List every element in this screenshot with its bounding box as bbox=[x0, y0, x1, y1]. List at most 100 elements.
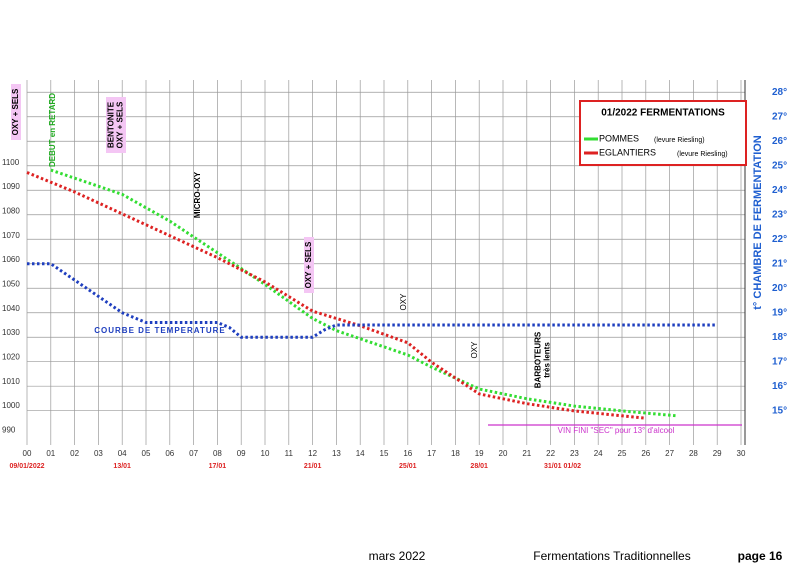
date-label: 31/01 01/02 bbox=[544, 463, 581, 470]
date-label: 28/01 bbox=[470, 463, 488, 470]
y2-tick-label: 15° bbox=[772, 405, 787, 416]
x-tick-label: 04 bbox=[118, 449, 127, 458]
y2-tick-label: 25° bbox=[772, 160, 787, 171]
annotation-text: OXY bbox=[399, 293, 408, 311]
x-tick-label: 29 bbox=[713, 449, 722, 458]
x-tick-label: 20 bbox=[499, 449, 508, 458]
x-tick-label: 03 bbox=[94, 449, 103, 458]
y-tick-label: 1020 bbox=[2, 353, 20, 362]
x-tick-label: 28 bbox=[689, 449, 698, 458]
x-tick-label: 08 bbox=[213, 449, 222, 458]
footer-date: mars 2022 bbox=[369, 549, 426, 563]
x-tick-label: 21 bbox=[522, 449, 531, 458]
x-tick-label: 05 bbox=[142, 449, 151, 458]
annotation-bg bbox=[11, 84, 21, 140]
date-label: 17/01 bbox=[209, 463, 227, 470]
date-label: 09/01/2022 bbox=[9, 463, 44, 470]
annotation-text: OXY + SELS bbox=[11, 88, 20, 135]
legend-label: EGLANTIERS bbox=[599, 147, 656, 157]
annotation: DEBUT en RETARD bbox=[48, 93, 57, 167]
annotation-bg bbox=[304, 237, 314, 293]
x-tick-label: 19 bbox=[475, 449, 484, 458]
y2-tick-label: 18° bbox=[772, 332, 787, 343]
x-tick-label: 02 bbox=[70, 449, 79, 458]
annotation-text: OXY bbox=[470, 341, 479, 359]
y2-tick-label: 20° bbox=[772, 283, 787, 294]
x-tick-label: 30 bbox=[737, 449, 746, 458]
annotation-text: BARBOTEURStrès lents bbox=[534, 331, 552, 388]
y2-tick-label: 19° bbox=[772, 307, 787, 318]
series-line bbox=[26, 171, 646, 420]
x-tick-label: 24 bbox=[594, 449, 603, 458]
y-tick-label: 1100 bbox=[2, 158, 20, 167]
y2-tick-label: 24° bbox=[772, 185, 787, 196]
x-tick-label: 18 bbox=[451, 449, 460, 458]
y2-tick-label: 23° bbox=[772, 209, 787, 220]
annotation: VIN FINI "SEC" pour 13° d'alcool bbox=[558, 426, 675, 435]
series-line bbox=[27, 262, 718, 339]
legend-note: (levure Riesling) bbox=[654, 137, 705, 144]
x-tick-label: 15 bbox=[380, 449, 389, 458]
x-tick-label: 09 bbox=[237, 449, 246, 458]
y2-tick-label: 28° bbox=[772, 87, 787, 98]
y-tick-label: 1060 bbox=[2, 255, 20, 264]
y2-tick-label: 16° bbox=[772, 381, 787, 392]
annotation-text: MICRO-OXY bbox=[193, 171, 202, 218]
y2-tick-label: 27° bbox=[772, 111, 787, 122]
y-tick-label: 1090 bbox=[2, 182, 20, 191]
annotation-text: OXY + SELS bbox=[304, 241, 313, 288]
y2-axis-label: t° CHAMBRE DE FERMENTATION bbox=[752, 135, 764, 310]
x-tick-label: 25 bbox=[618, 449, 627, 458]
y2-tick-label: 22° bbox=[772, 234, 787, 245]
x-tick-label: 22 bbox=[546, 449, 555, 458]
curve-caption: COURBE DE TEMPERATURE bbox=[94, 326, 226, 335]
x-tick-label: 06 bbox=[165, 449, 174, 458]
annotation-text: BENTONITEOXY + SELS bbox=[107, 101, 125, 148]
annotation: OXY bbox=[399, 293, 408, 311]
x-tick-label: 10 bbox=[261, 449, 270, 458]
y2-tick-label: 26° bbox=[772, 136, 787, 147]
date-label: 13/01 bbox=[113, 463, 131, 470]
x-tick-label: 26 bbox=[641, 449, 650, 458]
x-tick-label: 01 bbox=[46, 449, 55, 458]
date-label: 21/01 bbox=[304, 463, 322, 470]
annotation-text: DEBUT en RETARD bbox=[48, 93, 57, 167]
legend-label: POMMES bbox=[599, 133, 639, 143]
y-tick-label: 1040 bbox=[2, 304, 20, 313]
x-tick-label: 16 bbox=[403, 449, 412, 458]
x-tick-label: 11 bbox=[285, 449, 294, 458]
x-tick-label: 13 bbox=[332, 449, 341, 458]
footer-title: Fermentations Traditionnelles bbox=[533, 549, 690, 563]
x-tick-label: 07 bbox=[189, 449, 198, 458]
annotation: BARBOTEURStrès lents bbox=[534, 331, 552, 388]
x-tick-label: 12 bbox=[308, 449, 317, 458]
x-tick-label: 14 bbox=[356, 449, 365, 458]
annotation: OXY + SELS bbox=[304, 237, 314, 293]
annotation: OXY bbox=[470, 341, 479, 359]
annotation: OXY + SELS bbox=[11, 84, 21, 140]
series-line bbox=[50, 168, 677, 418]
y-tick-label: 1000 bbox=[2, 401, 20, 410]
y-tick-label: 1030 bbox=[2, 328, 20, 337]
x-tick-label: 17 bbox=[427, 449, 436, 458]
legend-note: (levure Riesling) bbox=[677, 151, 728, 158]
legend-title: 01/2022 FERMENTATIONS bbox=[601, 108, 725, 119]
annotation: BENTONITEOXY + SELS bbox=[106, 97, 126, 153]
y2-tick-label: 17° bbox=[772, 356, 787, 367]
y2-tick-label: 21° bbox=[772, 258, 787, 269]
legend-box bbox=[579, 100, 747, 166]
x-tick-label: 27 bbox=[665, 449, 674, 458]
y-tick-label: 1010 bbox=[2, 377, 20, 386]
annotation-text: VIN FINI "SEC" pour 13° d'alcool bbox=[558, 426, 675, 435]
date-label: 25/01 bbox=[399, 463, 417, 470]
y-tick-label: 1050 bbox=[2, 280, 20, 289]
x-tick-label: 00 bbox=[23, 449, 32, 458]
footer-page: page 16 bbox=[738, 549, 783, 563]
y-tick-label: 990 bbox=[2, 426, 16, 435]
annotation: MICRO-OXY bbox=[193, 171, 202, 218]
y-tick-label: 1080 bbox=[2, 207, 20, 216]
annotation-bg bbox=[106, 97, 126, 153]
x-tick-label: 23 bbox=[570, 449, 579, 458]
